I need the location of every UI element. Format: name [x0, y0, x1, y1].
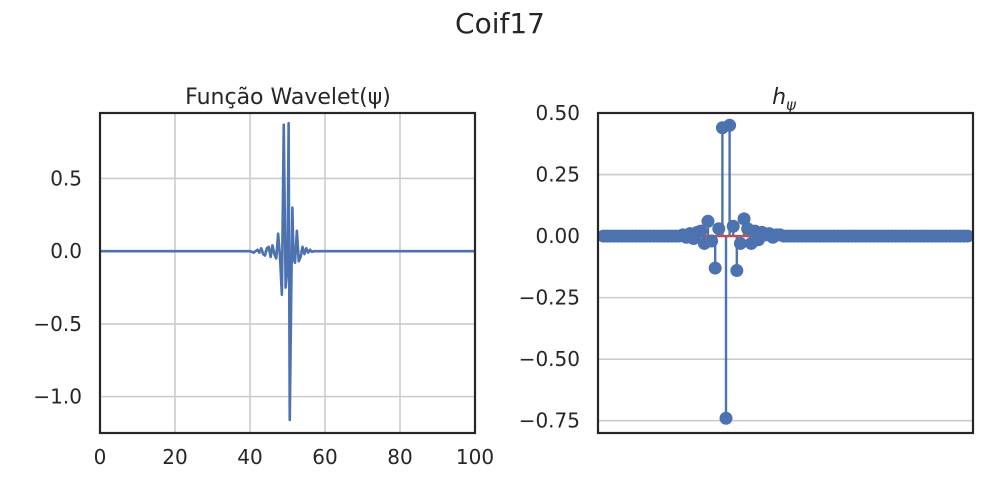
- filter-y-tick-label: 0.25: [535, 163, 580, 187]
- wavelet-x-tick-label: 20: [162, 445, 187, 469]
- wavelet-axes-frame: [98, 111, 477, 435]
- filter-stem-marker: [701, 214, 715, 228]
- filter-stem-marker: [708, 261, 722, 275]
- filter-y-tick-label: −0.75: [519, 409, 580, 433]
- filter-stem-marker: [726, 219, 740, 233]
- filter-stem-marker: [961, 229, 975, 243]
- filter-stem-marker: [730, 264, 744, 278]
- wavelet-y-tick-label: −1.0: [33, 385, 82, 409]
- wavelet-y-tick-label: −0.5: [33, 312, 82, 336]
- wavelet-x-tick-label: 80: [387, 445, 412, 469]
- wavelet-chart-title: Função Wavelet(ψ): [185, 85, 391, 110]
- filter-axes-frame: [596, 111, 975, 435]
- filter-stem-marker: [719, 411, 733, 425]
- wavelet-chart: Função Wavelet(ψ) 0 20 40 60 80 100 0.5 0.0 −0.5…: [33, 85, 494, 469]
- filter-marks: [596, 118, 975, 425]
- filter-tick-labels: 0.50 0.25 0.00 −0.25 −0.50 −0.75: [519, 101, 580, 433]
- filter-chart: hψ 0.50 0.25 0.00 −0.25 −0.50 −0.75: [519, 85, 975, 435]
- filter-stem-marker: [737, 212, 751, 226]
- wavelet-series-line: [100, 121, 475, 422]
- filter-grid: [598, 112, 973, 422]
- figure-title: Coif17: [455, 7, 545, 40]
- filter-chart-title-base: h: [772, 85, 786, 110]
- filter-stem-marker: [723, 118, 737, 132]
- filter-stem-marker: [712, 222, 726, 236]
- filter-chart-title-sub: ψ: [786, 96, 797, 114]
- wavelet-x-tick-label: 0: [94, 445, 107, 469]
- filter-y-tick-label: −0.50: [519, 347, 580, 371]
- wavelet-x-tick-label: 60: [312, 445, 337, 469]
- wavelet-x-tick-label: 100: [456, 445, 494, 469]
- wavelet-marks: [100, 121, 475, 422]
- wavelet-tick-labels: 0 20 40 60 80 100 0.5 0.0 −0.5 −1.0: [33, 166, 494, 469]
- wavelet-y-tick-label: 0.5: [50, 166, 82, 190]
- filter-y-tick-label: 0.00: [535, 224, 580, 248]
- filter-chart-title: hψ: [772, 85, 797, 114]
- filter-stem-marker: [733, 236, 747, 250]
- filter-y-tick-label: −0.25: [519, 286, 580, 310]
- wavelet-y-tick-label: 0.0: [50, 239, 82, 263]
- filter-y-tick-label: 0.50: [535, 101, 580, 125]
- filter-stem-marker: [705, 234, 719, 248]
- wavelet-x-tick-label: 40: [237, 445, 262, 469]
- filter-stem-marker: [694, 224, 708, 238]
